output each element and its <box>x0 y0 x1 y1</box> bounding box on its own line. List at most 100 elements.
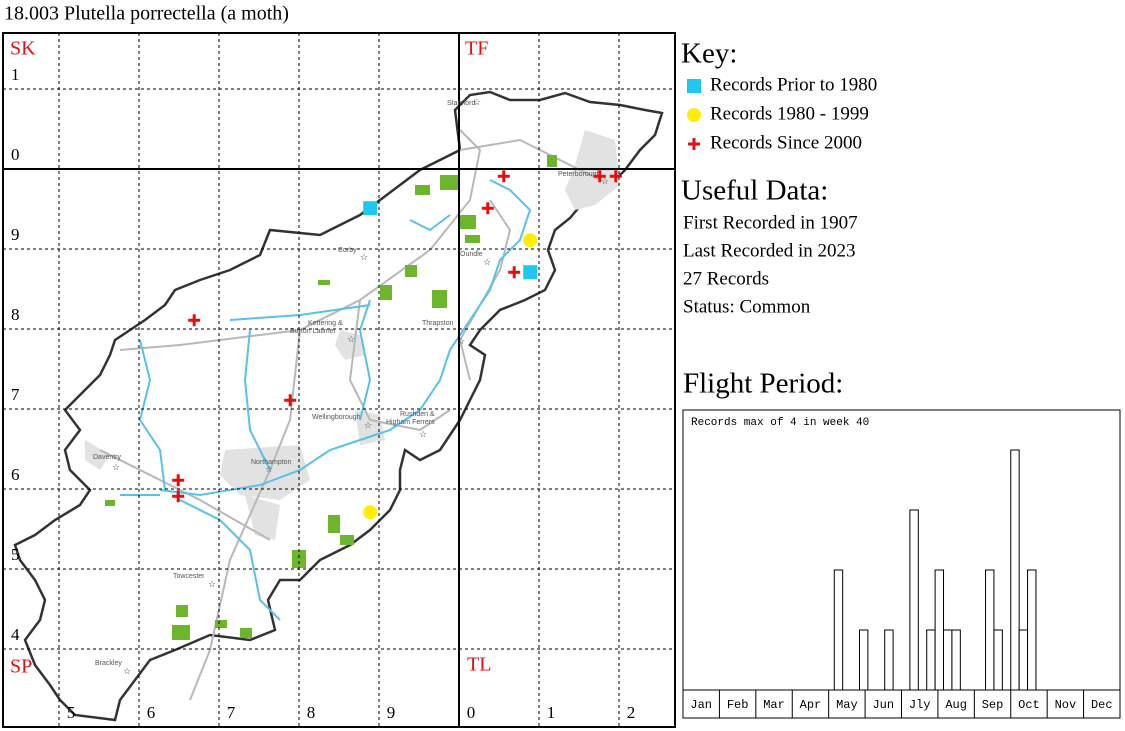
record-marker <box>363 505 378 520</box>
marker-dot <box>363 505 378 520</box>
town-label: Wellingborough <box>312 414 361 421</box>
town-marker: ☆ <box>483 257 491 267</box>
page-title: 18.003 Plutella porrectella (a moth) <box>4 3 289 25</box>
useful-line: 27 Records <box>683 268 769 289</box>
town-label: Daventry <box>93 454 122 461</box>
column-label: 8 <box>307 703 316 722</box>
record-marker <box>687 79 701 93</box>
row-label: 4 <box>11 625 20 644</box>
record-marker <box>481 202 494 215</box>
grid-square-label: SP <box>10 656 32 678</box>
record-marker <box>188 314 201 327</box>
column-label: 7 <box>227 703 236 722</box>
record-marker <box>609 170 622 183</box>
bar <box>993 629 1003 691</box>
column-label: 0 <box>467 703 476 722</box>
town-label: Higham Ferrers <box>386 419 435 426</box>
record-marker <box>593 170 606 183</box>
grid-square-label: TF <box>465 38 488 60</box>
grid-square-label: SK <box>10 38 36 60</box>
bar <box>858 629 869 691</box>
marker-dot <box>523 233 538 248</box>
key-title: Key: <box>681 38 737 70</box>
record-marker <box>688 138 700 150</box>
legend-entry: Records 1980 - 1999 <box>710 103 869 124</box>
column-label: 2 <box>627 703 636 722</box>
town-marker: ☆ <box>208 579 216 589</box>
roads <box>99 129 601 701</box>
bar <box>951 629 961 691</box>
marker-cross <box>497 170 510 183</box>
town-label: Oundle <box>460 251 483 258</box>
record-marker <box>363 201 378 216</box>
town-marker: ☆ <box>364 420 372 430</box>
useful-title: Useful Data: <box>681 175 828 207</box>
useful-line: First Recorded in 1907 <box>683 212 858 233</box>
marker-cross <box>508 266 521 279</box>
record-marker <box>284 394 297 407</box>
record-marker <box>497 170 510 183</box>
marker-square <box>687 79 701 93</box>
month-label: Mar <box>763 698 785 712</box>
marker-cross <box>172 474 185 487</box>
town-label: Corby <box>338 247 357 254</box>
month-label: Sep <box>982 698 1004 712</box>
useful-line: Last Recorded in 2023 <box>683 240 856 261</box>
town-marker: ☆ <box>419 429 427 439</box>
bar <box>884 629 894 691</box>
bar <box>926 629 936 691</box>
month-label: Nov <box>1055 698 1077 712</box>
column-label: 9 <box>387 703 396 722</box>
row-label: 6 <box>11 465 20 484</box>
bar <box>909 509 919 691</box>
chart-title: Records max of 4 in week 40 <box>691 417 869 429</box>
record-marker <box>523 265 538 280</box>
town-label: Northampton <box>251 459 292 466</box>
bar <box>1010 449 1020 691</box>
town-label: Stamford <box>447 100 476 107</box>
month-label: Jly <box>909 698 931 712</box>
month-label: Jun <box>872 698 894 712</box>
marker-cross <box>609 170 622 183</box>
town-label: Brackley <box>95 660 122 667</box>
useful-line: Status: Common <box>683 296 811 317</box>
town-marker: ☆ <box>123 666 131 676</box>
bar <box>1018 629 1029 691</box>
marker-cross <box>688 138 700 150</box>
bar <box>1027 569 1037 691</box>
record-marker <box>508 266 521 279</box>
month-label: Feb <box>727 698 749 712</box>
bar <box>833 569 844 691</box>
marker-cross <box>172 490 185 503</box>
rivers <box>120 179 532 621</box>
row-label: 7 <box>11 385 20 404</box>
record-marker <box>687 108 701 122</box>
town-marker: ☆ <box>265 464 273 474</box>
row-label: 5 <box>11 545 20 564</box>
town-marker: ☆ <box>473 97 481 107</box>
town-label: Towcester <box>173 573 205 580</box>
row-label: 8 <box>11 305 20 324</box>
legend-entry: Records Since 2000 <box>710 132 862 153</box>
marker-square <box>523 265 538 280</box>
town-marker: ☆ <box>360 252 368 262</box>
month-label: May <box>836 698 858 712</box>
town-marker: ☆ <box>457 336 465 346</box>
grid-square-label: TL <box>467 654 491 676</box>
month-label: Oct <box>1018 698 1040 712</box>
month-label: Jan <box>690 698 712 712</box>
bar <box>985 569 995 691</box>
town-label: Burton Latimer <box>290 328 337 335</box>
month-label: Apr <box>800 698 822 712</box>
town-label: Kettering & <box>308 320 343 327</box>
town-marker: ☆ <box>112 462 120 472</box>
column-label: 1 <box>547 703 556 722</box>
map-frame <box>2 32 676 728</box>
town-marker: ☆ <box>347 334 355 344</box>
record-marker <box>172 490 185 503</box>
month-label: Dec <box>1091 698 1113 712</box>
town-label: Peterborough <box>558 171 601 178</box>
town-label: Thrapston <box>422 320 454 327</box>
column-label: 5 <box>67 703 76 722</box>
